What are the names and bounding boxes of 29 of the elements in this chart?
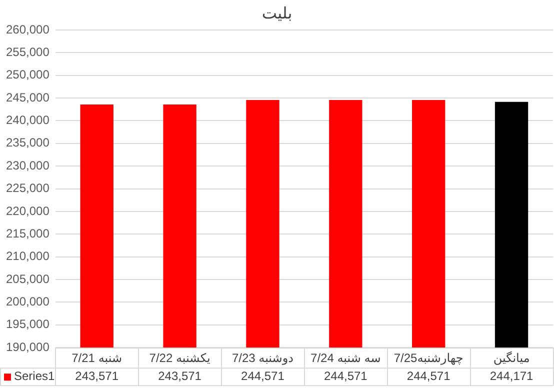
y-tick-label: 205,000 (6, 272, 50, 286)
data-label: 243,571 (158, 368, 202, 383)
y-tick-label: 190,000 (6, 340, 50, 354)
data-label: 244,171 (490, 368, 534, 383)
x-tick-label: میانگین (493, 351, 530, 366)
x-tick-label: شنبه 7/21 (72, 351, 122, 366)
legend-label: Series1 (14, 368, 56, 383)
data-label: 243,571 (75, 368, 119, 383)
y-tick-label: 255,000 (6, 45, 50, 59)
y-tick-label: 245,000 (6, 90, 50, 104)
y-tick-label: 230,000 (6, 158, 50, 172)
y-tick-label: 235,000 (6, 136, 50, 150)
data-label: 244,571 (241, 368, 285, 383)
data-label: 244,571 (324, 368, 368, 383)
x-tick-label: چهارشنبه7/25 (394, 351, 464, 366)
x-tick-label: سه شنبه 7/24 (310, 351, 381, 366)
y-tick-label: 250,000 (6, 68, 50, 82)
y-tick-label: 240,000 (6, 113, 50, 128)
y-tick-label: 215,000 (6, 226, 50, 240)
y-tick-label: 195,000 (6, 317, 50, 332)
y-tick-label: 260,000 (6, 22, 50, 36)
y-tick-label: 225,000 (6, 181, 50, 196)
y-tick-label: 210,000 (6, 249, 50, 264)
x-tick-label: دوشنبه 7/23 (232, 351, 294, 366)
data-label: 244,571 (406, 368, 451, 383)
x-tick-label: یکشنبه 7/22 (149, 351, 210, 366)
chart-title: بلیت (262, 5, 292, 22)
y-tick-label: 200,000 (6, 294, 50, 309)
y-tick-label: 220,000 (6, 204, 50, 218)
